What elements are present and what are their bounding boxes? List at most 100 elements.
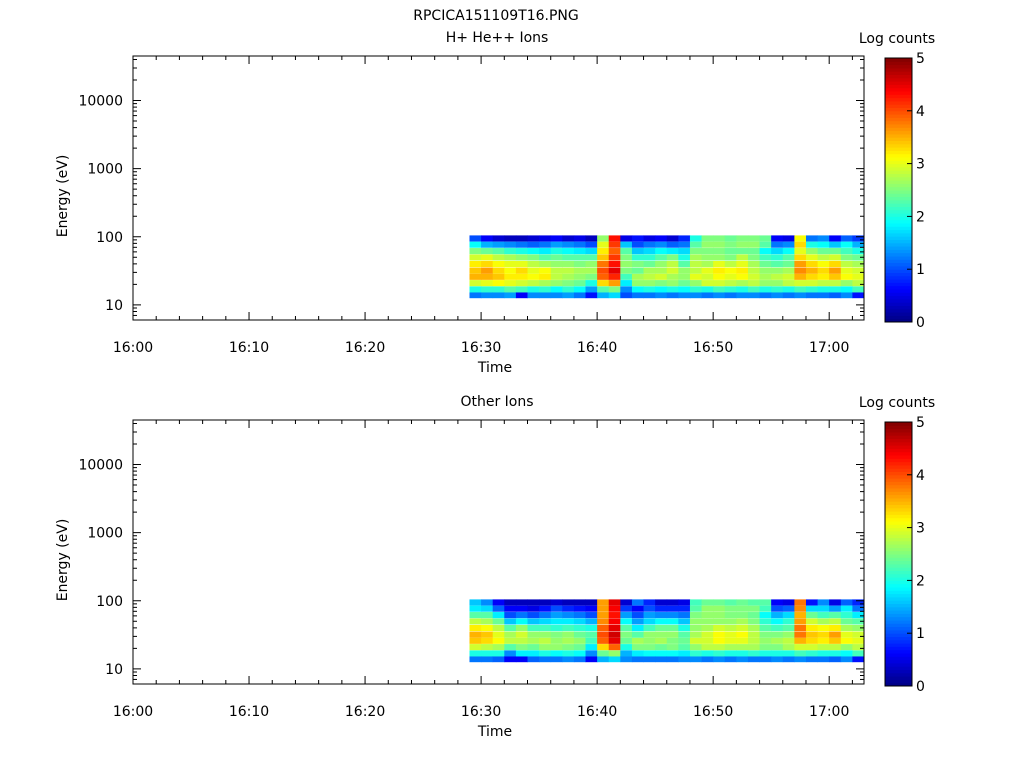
heatmap-cell [678, 612, 691, 619]
heatmap-cell [481, 235, 494, 242]
heatmap-cell [608, 241, 621, 248]
heatmap-cell [805, 267, 818, 274]
heatmap-cell [492, 292, 505, 299]
colorbar-swatch [885, 269, 912, 273]
heatmap-cell [562, 618, 575, 625]
heatmap-cell [840, 286, 853, 293]
heatmap-cell [631, 656, 644, 663]
colorbar-swatch [885, 305, 912, 310]
heatmap-cell [527, 286, 540, 293]
heatmap-cell [492, 248, 505, 255]
heatmap-cell [550, 650, 563, 657]
heatmap-cell [504, 280, 517, 287]
heatmap-cell [805, 618, 818, 625]
colorbar-swatch [885, 289, 912, 293]
heatmap-cell [852, 241, 865, 248]
heatmap-cell [573, 656, 586, 663]
heatmap-cell [701, 599, 714, 606]
heatmap-cell [805, 280, 818, 287]
heatmap-cell [829, 612, 842, 619]
heatmap-cell [678, 618, 691, 625]
colorbar-swatch [885, 206, 912, 211]
colorbar-swatch [885, 74, 912, 79]
colorbar-swatch [885, 580, 912, 585]
colorbar-swatch [885, 58, 912, 62]
heatmap-cell [481, 286, 494, 293]
heatmap-cell [689, 261, 702, 268]
heatmap-cell [643, 248, 656, 255]
heatmap-cell [573, 618, 586, 625]
heatmap-cell [829, 267, 842, 274]
colorbar-swatch [885, 242, 912, 247]
colorbar-swatch [885, 279, 912, 283]
heatmap-cell [585, 254, 598, 261]
heatmap-cell [631, 631, 644, 638]
panel-h-he-ions: H+ He++ Ions Log counts 16:00 16:10 16:20 1… [55, 30, 935, 376]
heatmap-cell [701, 280, 714, 287]
heatmap-cell [527, 235, 540, 242]
heatmap-cell [689, 650, 702, 657]
colorbar-swatch [885, 292, 912, 297]
heatmap-cell [759, 280, 772, 287]
heatmap-cell [504, 261, 517, 268]
heatmap-cell [573, 612, 586, 619]
heatmap-cell [481, 618, 494, 625]
colorbar-swatch [885, 494, 912, 499]
heatmap-cell [771, 612, 784, 619]
heatmap-cell [713, 273, 726, 280]
colorbar-swatch [885, 107, 912, 112]
colorbar-swatch [885, 646, 912, 651]
heatmap-cell [585, 248, 598, 255]
colorbar-swatch [885, 219, 912, 224]
heatmap-cell [759, 605, 772, 612]
heatmap-cell [539, 261, 552, 268]
heatmap-cell [608, 267, 621, 274]
heatmap-cell [736, 631, 749, 638]
heatmap-cell [481, 650, 494, 657]
colorbar-swatch [885, 124, 912, 128]
heatmap-cell [492, 261, 505, 268]
heatmap-cell [666, 254, 679, 261]
heatmap-cell [492, 618, 505, 625]
heatmap-cell [550, 605, 563, 612]
colorbar-frame [884, 57, 913, 323]
heatmap-cell [562, 254, 575, 261]
heatmap-cell [539, 286, 552, 293]
panel-title: Other Ions [460, 394, 533, 410]
heatmap-cell [713, 631, 726, 638]
heatmap-cell [840, 637, 853, 644]
heatmap-cell [724, 618, 737, 625]
heatmap-cell [655, 280, 668, 287]
heatmap-cell [736, 241, 749, 248]
colorbar-swatch [885, 117, 912, 122]
heatmap-cell [608, 235, 621, 242]
colorbar-swatch [885, 633, 912, 637]
x-tick-label: 16:10 [229, 704, 269, 720]
colorbar-swatch [885, 590, 912, 595]
heatmap-cell [504, 618, 517, 625]
heatmap-cell [736, 656, 749, 663]
panel-other-ions: Other Ions Log counts 16:00 16:10 16:20 16:… [55, 394, 935, 740]
heatmap-cell [829, 618, 842, 625]
heatmap-cell [724, 637, 737, 644]
x-tick-label: 16:50 [693, 340, 733, 356]
heatmap-cell [527, 273, 540, 280]
heatmap-cell [631, 235, 644, 242]
heatmap-cell [527, 599, 540, 606]
heatmap-cell [515, 261, 528, 268]
heatmap-cell [562, 637, 575, 644]
colorbar-swatch [885, 94, 912, 99]
heatmap-cell [608, 650, 621, 657]
y-tick-label: 10 [105, 662, 123, 678]
heatmap-cell [829, 637, 842, 644]
heatmap-cell [631, 241, 644, 248]
heatmap-cell [573, 280, 586, 287]
colorbar-swatch [885, 682, 912, 687]
heatmap-cell [539, 612, 552, 619]
heatmap-cell [689, 599, 702, 606]
heatmap-cell [643, 267, 656, 274]
x-axis-label: Time [477, 360, 512, 376]
heatmap-cell [620, 656, 633, 663]
colorbar-swatch [885, 488, 912, 492]
